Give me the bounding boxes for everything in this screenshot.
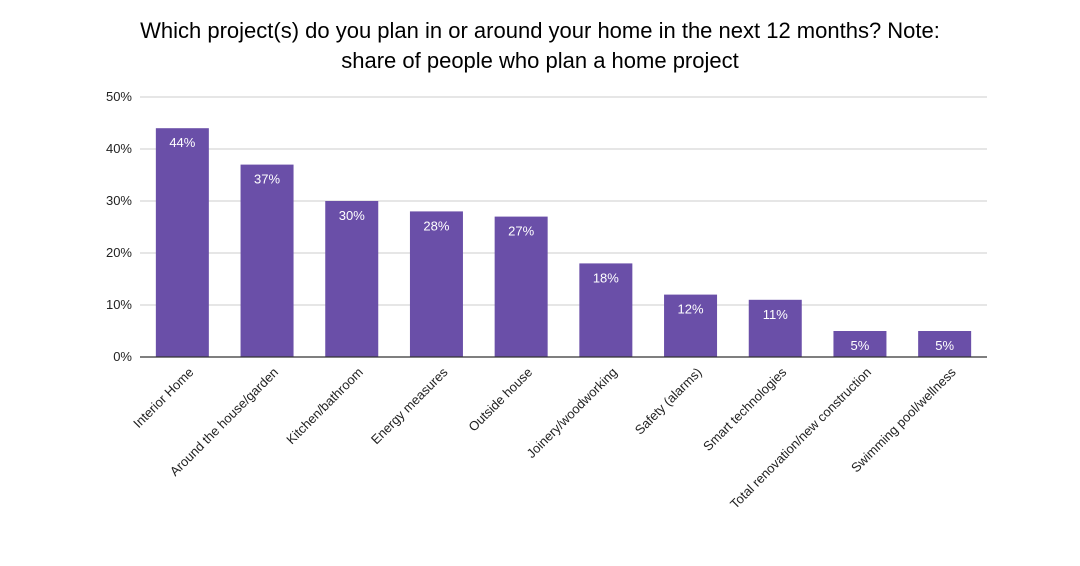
x-tick-label: Smart technologies [700,364,790,454]
data-label: 5% [851,338,870,353]
data-label: 18% [593,270,619,285]
y-tick-label: 30% [106,193,132,208]
bar [833,331,887,357]
data-label: 44% [169,135,195,150]
x-tick-label: Kitchen/bathroom [283,365,366,448]
chart-title: Which project(s) do you plan in or aroun… [40,16,1040,76]
bar [155,128,209,357]
data-label: 12% [678,302,704,317]
x-tick-label: Energy measures [368,364,451,447]
y-tick-label: 10% [106,297,132,312]
data-label: 28% [423,218,449,233]
bar [325,201,379,357]
bar [409,211,463,357]
data-label: 30% [339,208,365,223]
bar [748,299,802,357]
bar [494,216,548,357]
x-tick-label: Interior Home [130,365,196,431]
data-label: 37% [254,172,280,187]
bar [918,331,972,357]
data-label: 5% [935,338,954,353]
data-label: 11% [763,307,788,322]
bar [664,294,718,357]
x-tick-label: Safety (alarms) [632,365,705,438]
data-label: 27% [508,224,534,239]
y-tick-label: 50% [106,89,132,104]
bar [579,263,633,357]
y-tick-label: 20% [106,245,132,260]
bar [240,164,294,357]
x-tick-label: Joinery/woodworking [524,365,620,461]
y-tick-label: 0% [113,349,132,364]
chart-title-line-2: share of people who plan a home project [341,48,739,73]
x-tick-label: Total renovation/new construction [727,365,874,512]
x-tick-label: Outside house [465,365,535,435]
chart-title-line-1: Which project(s) do you plan in or aroun… [140,18,940,43]
y-tick-label: 40% [106,141,132,156]
